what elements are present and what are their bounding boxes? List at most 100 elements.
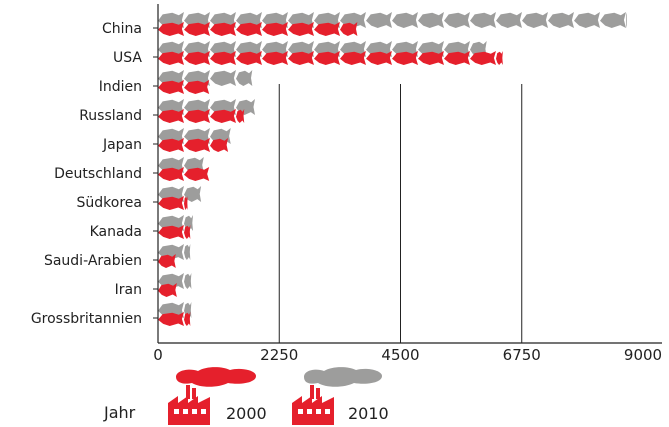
bar-segment bbox=[184, 244, 191, 260]
bar-segment bbox=[366, 12, 392, 28]
category-labels: China USA Indien Russland Japan Deutschland Sü… bbox=[31, 21, 143, 327]
smoke-cloud-icon bbox=[304, 367, 382, 387]
bar-segment bbox=[236, 109, 245, 123]
bar-segment bbox=[600, 12, 626, 28]
bar-segment bbox=[340, 22, 358, 36]
bar-segment bbox=[184, 225, 191, 239]
bar-segment bbox=[548, 12, 574, 28]
bar-segment bbox=[262, 22, 288, 36]
category-label: China bbox=[102, 21, 142, 37]
bars bbox=[158, 12, 627, 326]
bar-2000-japan bbox=[158, 138, 229, 152]
bar-segment bbox=[522, 12, 548, 28]
bar-segment bbox=[288, 22, 314, 36]
bar-segment bbox=[184, 138, 210, 152]
bar-2000-iran bbox=[158, 283, 177, 297]
factory-icon bbox=[292, 385, 334, 425]
bar-segment bbox=[496, 51, 503, 65]
bar-segment bbox=[392, 51, 418, 65]
bar-segment bbox=[158, 51, 184, 65]
bar-2000-indien bbox=[158, 80, 210, 94]
bar-segment bbox=[340, 51, 366, 65]
category-label: Russland bbox=[79, 108, 142, 124]
bar-segment bbox=[392, 12, 418, 28]
bar-segment bbox=[184, 196, 188, 210]
legend-label-2000: 2000 bbox=[226, 404, 267, 423]
bar-segment bbox=[366, 51, 392, 65]
gridlines bbox=[278, 84, 523, 343]
bar-segment bbox=[210, 51, 236, 65]
bar-2000-kanada bbox=[158, 225, 191, 239]
bar-segment bbox=[288, 51, 314, 65]
legend: Jahr 2000 bbox=[103, 367, 389, 425]
bar-2000-usa bbox=[158, 51, 503, 65]
bar-segment bbox=[210, 22, 236, 36]
category-label: Japan bbox=[102, 137, 142, 153]
bar-2000-südkorea bbox=[158, 196, 188, 210]
legend-title: Jahr bbox=[103, 403, 136, 422]
bar-segment bbox=[184, 51, 210, 65]
bar-segment bbox=[236, 51, 262, 65]
bar-segment bbox=[158, 80, 184, 94]
bar-segment bbox=[158, 138, 184, 152]
x-tick-label: 2250 bbox=[260, 346, 298, 364]
category-label: Südkorea bbox=[77, 195, 142, 211]
bar-segment bbox=[236, 22, 262, 36]
bar-segment bbox=[158, 225, 184, 239]
bar-2000-grossbritannien bbox=[158, 312, 191, 326]
x-tick-label: 9000 bbox=[624, 346, 662, 364]
bar-segment bbox=[626, 12, 627, 28]
tick-labels: 0 2250 4500 6750 9000 bbox=[153, 346, 662, 364]
bar-segment bbox=[262, 51, 288, 65]
bar-segment bbox=[184, 167, 210, 181]
category-label: Saudi-Arabien bbox=[44, 253, 142, 269]
bar-segment bbox=[444, 12, 470, 28]
bar-segment bbox=[158, 167, 184, 181]
category-label: Indien bbox=[99, 79, 142, 95]
bar-segment bbox=[184, 80, 210, 94]
bar-segment bbox=[574, 12, 600, 28]
bar-segment bbox=[158, 283, 177, 297]
bar-segment bbox=[158, 196, 184, 210]
bar-2000-deutschland bbox=[158, 167, 210, 181]
bar-segment bbox=[236, 70, 253, 86]
bar-segment bbox=[210, 138, 229, 152]
bar-segment bbox=[314, 51, 340, 65]
bar-segment bbox=[314, 22, 340, 36]
bar-2000-china bbox=[158, 22, 358, 36]
smoke-cloud-icon bbox=[176, 367, 256, 387]
bar-segment bbox=[158, 109, 184, 123]
bar-segment bbox=[470, 51, 496, 65]
legend-label-2010: 2010 bbox=[348, 404, 389, 423]
x-tick-label: 4500 bbox=[381, 346, 419, 364]
category-label: Grossbritannien bbox=[31, 311, 142, 327]
bar-segment bbox=[158, 22, 184, 36]
bar-segment bbox=[158, 312, 184, 326]
category-label: Deutschland bbox=[54, 166, 142, 182]
bar-2000-saudi-arabien bbox=[158, 254, 176, 268]
category-label: Iran bbox=[115, 282, 142, 298]
bar-segment bbox=[184, 109, 210, 123]
bar-segment bbox=[210, 109, 236, 123]
category-label: USA bbox=[113, 50, 142, 66]
bar-segment bbox=[184, 186, 202, 202]
bar-segment bbox=[418, 12, 444, 28]
bar-segment bbox=[210, 70, 236, 86]
bar-segment bbox=[184, 273, 192, 289]
legend-item-2000: 2000 bbox=[168, 367, 267, 425]
axes bbox=[153, 4, 662, 344]
bar-segment bbox=[470, 12, 496, 28]
bar-segment bbox=[418, 51, 444, 65]
bar-segment bbox=[184, 22, 210, 36]
x-tick-label: 6750 bbox=[503, 346, 541, 364]
bar-segment bbox=[444, 51, 470, 65]
bar-segment bbox=[158, 254, 176, 268]
category-label: Kanada bbox=[90, 224, 142, 240]
factory-icon bbox=[168, 385, 210, 425]
bar-segment bbox=[184, 312, 191, 326]
bar-2000-russland bbox=[158, 109, 245, 123]
bar-segment bbox=[496, 12, 522, 28]
legend-item-2010: 2010 bbox=[292, 367, 389, 425]
x-tick-label: 0 bbox=[153, 346, 163, 364]
